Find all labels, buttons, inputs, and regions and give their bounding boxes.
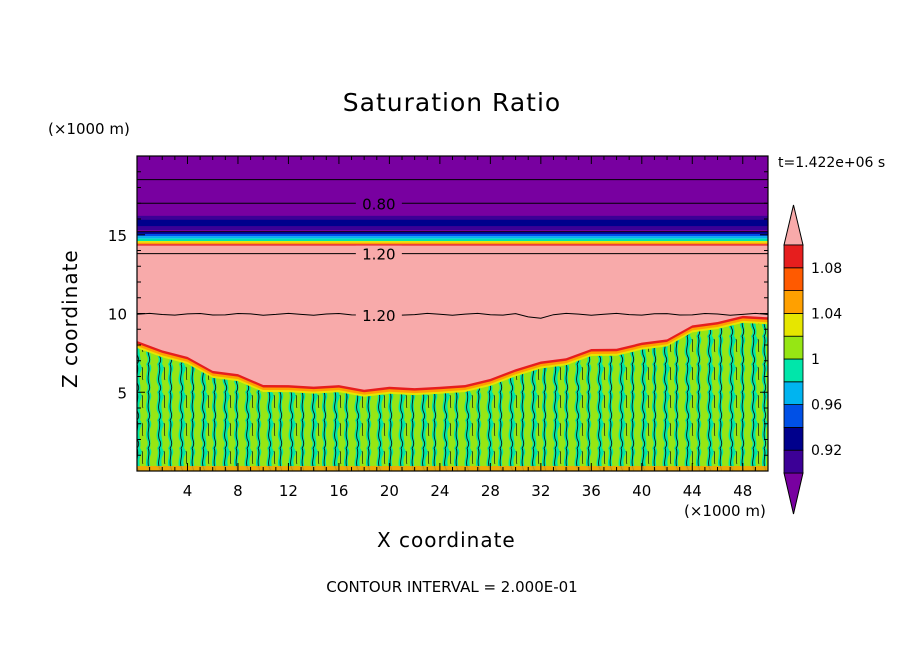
colorbar-tick-label: 1.08	[811, 261, 842, 277]
contour-label: 0.80	[362, 195, 395, 213]
transition-band-6	[137, 244, 768, 246]
colorbar-swatch	[783, 404, 804, 428]
transition-band-3	[137, 238, 768, 242]
contour-label: 1.20	[362, 246, 395, 264]
time-label: t=1.422e+06 s	[778, 155, 886, 171]
transition-band-4	[137, 241, 768, 243]
colorbar-swatch	[783, 290, 804, 314]
contour-label: 1.20	[362, 307, 395, 325]
transition-band-2	[137, 236, 768, 239]
contour-line-cloud-top	[137, 312, 768, 319]
x-tick-label: 24	[430, 482, 449, 500]
contour-label-bg	[355, 307, 402, 324]
x-tick-label: 36	[582, 482, 601, 500]
x-tick-label: 40	[632, 482, 651, 500]
colorbar-tick-label: 1	[811, 352, 820, 368]
colorbar: 0.92 0.96 1 1.04 1.08	[783, 204, 842, 515]
colorbar-swatch	[783, 426, 804, 451]
contour-label-bg	[355, 245, 402, 262]
x-tick-label: 8	[233, 482, 243, 500]
x-axis-label: X coordinate	[377, 528, 516, 552]
x-tick-label: 16	[329, 482, 348, 500]
chart-title: Saturation Ratio	[342, 88, 562, 117]
colorbar-swatch	[783, 312, 804, 337]
y-tick-label: 10	[108, 306, 127, 324]
colorbar-tick-label: 0.96	[811, 398, 842, 414]
colorbar-swatch	[783, 267, 804, 291]
y-axis-unit: (×1000 m)	[48, 120, 130, 138]
colorbar-under-triangle	[783, 472, 804, 515]
x-tick-label: 4	[183, 482, 193, 500]
colorbar-swatch	[783, 244, 804, 269]
x-tick-label: 20	[380, 482, 399, 500]
x-tick-label: 28	[481, 482, 500, 500]
heatmap-area	[137, 156, 768, 471]
contour-label-bg	[355, 195, 402, 212]
colorbar-tick-label: 1.04	[811, 306, 842, 322]
transition-band-0	[137, 231, 768, 234]
colorbar-swatch	[783, 358, 804, 383]
colorbar-tick-label: 0.92	[811, 443, 842, 459]
x-tick-label: 48	[733, 482, 752, 500]
y-axis-label: Z coordinate	[58, 249, 82, 388]
transition-band-1	[137, 233, 768, 237]
y-tick-label: 5	[117, 384, 127, 402]
x-tick-label: 12	[279, 482, 298, 500]
y-tick-label: 15	[108, 227, 127, 245]
colorbar-swatch	[783, 449, 804, 474]
colorbar-over-triangle	[783, 204, 804, 246]
colorbar-swatch	[783, 381, 804, 405]
x-tick-label: 32	[531, 482, 550, 500]
colorbar-swatch	[783, 335, 804, 360]
x-tick-label: 44	[683, 482, 702, 500]
boundary-layer	[137, 322, 768, 471]
transition-band-5	[137, 242, 768, 245]
x-axis-unit: (×1000 m)	[684, 502, 766, 520]
contour-interval-label: CONTOUR INTERVAL = 2.000E-01	[326, 578, 578, 596]
contour-labels: 0.80 1.20 1.20	[355, 195, 402, 325]
band-090	[137, 219, 768, 227]
